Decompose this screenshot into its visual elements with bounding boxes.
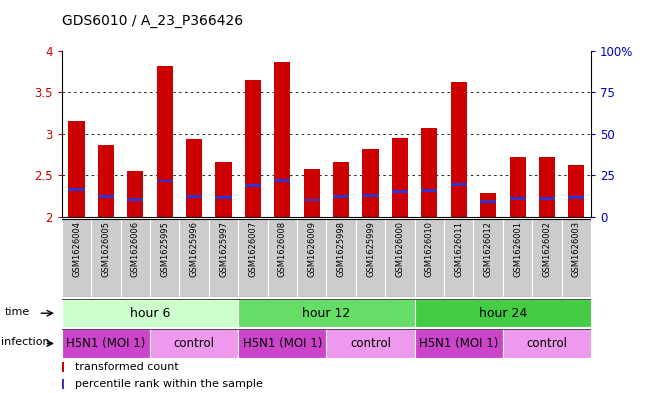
Text: H5N1 (MOI 1): H5N1 (MOI 1): [243, 337, 322, 350]
Text: GSM1625997: GSM1625997: [219, 221, 228, 277]
Bar: [385, 219, 415, 297]
Bar: [363, 149, 379, 217]
Bar: [62, 219, 91, 297]
Text: GSM1626004: GSM1626004: [72, 221, 81, 277]
Bar: [245, 184, 261, 187]
Text: GSM1626008: GSM1626008: [278, 221, 287, 277]
Bar: [363, 195, 379, 197]
Bar: [480, 193, 496, 217]
Bar: [415, 329, 503, 358]
Bar: [186, 195, 202, 198]
Bar: [392, 190, 408, 193]
Bar: [303, 198, 320, 202]
Text: H5N1 (MOI 1): H5N1 (MOI 1): [66, 337, 146, 350]
Bar: [297, 219, 326, 297]
Text: infection: infection: [1, 337, 50, 347]
Bar: [562, 219, 591, 297]
Text: GSM1626009: GSM1626009: [307, 221, 316, 277]
Bar: [510, 197, 526, 200]
Bar: [180, 219, 209, 297]
Bar: [274, 62, 290, 217]
Text: GSM1626012: GSM1626012: [484, 221, 493, 277]
Bar: [480, 200, 496, 203]
Bar: [415, 299, 591, 327]
Text: GSM1626010: GSM1626010: [425, 221, 434, 277]
Bar: [415, 219, 444, 297]
Bar: [510, 157, 526, 217]
Bar: [421, 189, 437, 191]
Text: control: control: [174, 337, 215, 350]
Bar: [333, 162, 350, 217]
Bar: [392, 138, 408, 217]
Text: GSM1625995: GSM1625995: [160, 221, 169, 277]
Bar: [98, 195, 114, 198]
Bar: [568, 196, 585, 199]
Text: time: time: [5, 307, 30, 317]
Bar: [150, 329, 238, 358]
Text: percentile rank within the sample: percentile rank within the sample: [75, 379, 263, 389]
Bar: [127, 171, 143, 217]
Bar: [245, 80, 261, 217]
Bar: [238, 329, 326, 358]
Bar: [127, 198, 143, 200]
Text: GSM1625999: GSM1625999: [366, 221, 375, 277]
Text: transformed count: transformed count: [75, 362, 179, 372]
Text: control: control: [350, 337, 391, 350]
Text: GSM1625996: GSM1625996: [189, 221, 199, 277]
Bar: [91, 219, 120, 297]
Text: GSM1626001: GSM1626001: [513, 221, 522, 277]
Bar: [274, 179, 290, 182]
Bar: [568, 165, 585, 217]
Bar: [421, 128, 437, 217]
Text: GSM1626011: GSM1626011: [454, 221, 464, 277]
Text: GSM1626005: GSM1626005: [102, 221, 111, 277]
Bar: [98, 145, 114, 217]
Text: hour 24: hour 24: [478, 307, 527, 320]
Text: hour 12: hour 12: [302, 307, 351, 320]
Bar: [68, 188, 85, 191]
Bar: [533, 219, 562, 297]
Bar: [473, 219, 503, 297]
Bar: [326, 329, 415, 358]
Bar: [238, 299, 415, 327]
Bar: [303, 169, 320, 217]
Bar: [215, 196, 232, 199]
Bar: [150, 219, 180, 297]
Bar: [450, 183, 467, 186]
Text: GSM1626007: GSM1626007: [249, 221, 257, 277]
Bar: [120, 219, 150, 297]
Bar: [539, 197, 555, 200]
Text: GSM1626000: GSM1626000: [396, 221, 404, 277]
Text: GSM1626002: GSM1626002: [542, 221, 551, 277]
Bar: [503, 219, 533, 297]
Text: GSM1626003: GSM1626003: [572, 221, 581, 277]
Text: GSM1626006: GSM1626006: [131, 221, 140, 277]
Bar: [539, 157, 555, 217]
Bar: [186, 139, 202, 217]
Bar: [62, 299, 238, 327]
Bar: [268, 219, 297, 297]
Text: H5N1 (MOI 1): H5N1 (MOI 1): [419, 337, 499, 350]
Bar: [333, 195, 350, 198]
Text: hour 6: hour 6: [130, 307, 171, 320]
Bar: [62, 362, 64, 372]
Text: GSM1625998: GSM1625998: [337, 221, 346, 277]
Text: control: control: [527, 337, 568, 350]
Text: GDS6010 / A_23_P366426: GDS6010 / A_23_P366426: [62, 14, 243, 28]
Bar: [157, 66, 173, 217]
Bar: [326, 219, 356, 297]
Bar: [215, 162, 232, 217]
Bar: [209, 219, 238, 297]
Bar: [62, 329, 150, 358]
Bar: [503, 329, 591, 358]
Bar: [68, 121, 85, 217]
Bar: [444, 219, 473, 297]
Bar: [238, 219, 268, 297]
Bar: [157, 180, 173, 182]
Bar: [450, 82, 467, 217]
Bar: [356, 219, 385, 297]
Bar: [62, 379, 64, 389]
